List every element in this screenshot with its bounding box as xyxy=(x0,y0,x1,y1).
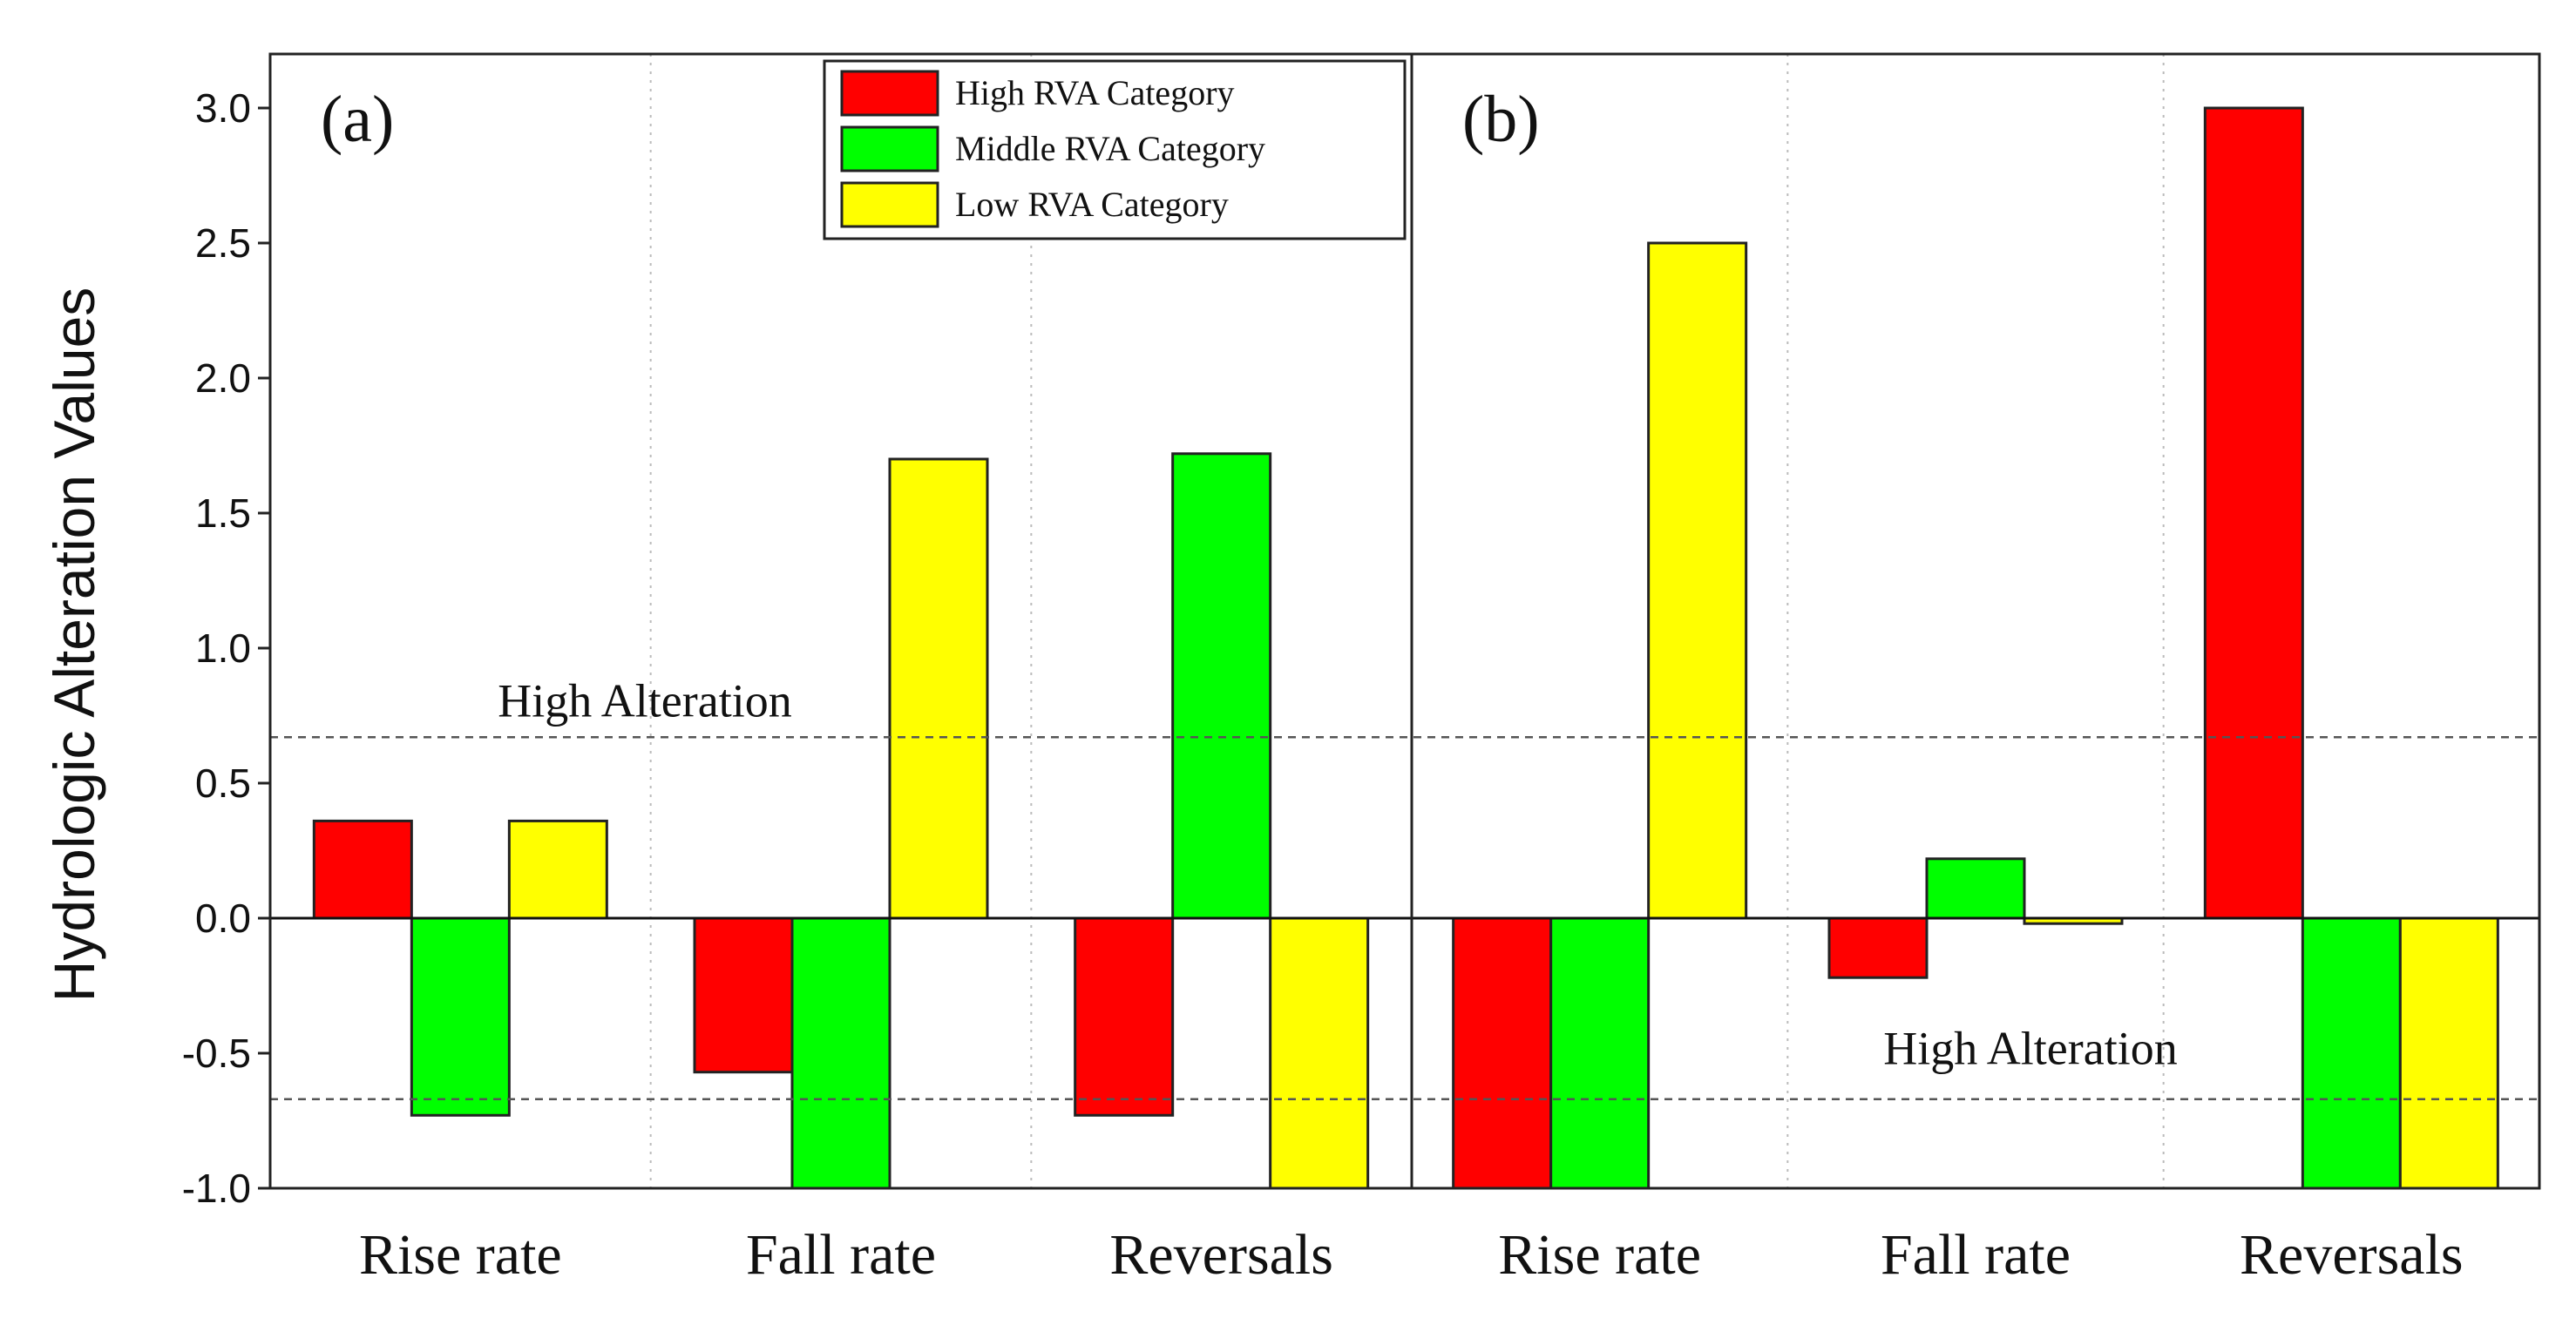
y-tick-label: 1.5 xyxy=(195,490,251,536)
bar-high-rva-category xyxy=(2205,108,2302,918)
legend: High RVA Category Middle RVA Category Low … xyxy=(824,61,1405,239)
bar-low-rva-category xyxy=(890,459,987,918)
category-label: Rise rate xyxy=(1498,1223,1701,1287)
bar-high-rva-category xyxy=(1075,918,1173,1115)
bar-high-rva-category xyxy=(314,821,411,918)
bar-low-rva-category xyxy=(1649,243,1746,918)
threshold-label: High Alteration xyxy=(498,674,791,727)
reference-lines xyxy=(270,737,2539,1099)
y-tick-label: 0.5 xyxy=(195,761,251,806)
category-labels: Rise rate Fall rate Reversals Rise rate Fall… xyxy=(359,1223,2464,1287)
category-label: Reversals xyxy=(2240,1223,2464,1287)
legend-label: Middle RVA Category xyxy=(955,129,1265,168)
category-label: Reversals xyxy=(1109,1223,1333,1287)
legend-label: Low RVA Category xyxy=(955,185,1229,224)
panel-label: (a) xyxy=(321,83,394,156)
bar-high-rva-category xyxy=(695,918,792,1072)
bar-high-rva-category xyxy=(1454,918,1551,1188)
bar-middle-rva-category xyxy=(1551,918,1649,1188)
category-label: Fall rate xyxy=(1881,1223,2071,1287)
category-label: Fall rate xyxy=(746,1223,936,1287)
panel-label: (b) xyxy=(1462,83,1540,156)
legend-label: High RVA Category xyxy=(955,73,1235,112)
y-tick-label: -1.0 xyxy=(182,1166,251,1211)
bar-low-rva-category xyxy=(2400,918,2498,1188)
y-tick-label: 1.0 xyxy=(195,625,251,671)
y-tick-label: 0.0 xyxy=(195,896,251,941)
bar-middle-rva-category xyxy=(1173,454,1271,918)
bar-low-rva-category xyxy=(509,821,607,918)
bar-low-rva-category xyxy=(1271,918,1368,1188)
legend-swatch xyxy=(842,183,938,226)
y-tick-label: 2.5 xyxy=(195,220,251,266)
category-label: Rise rate xyxy=(359,1223,562,1287)
bar-middle-rva-category xyxy=(792,918,890,1188)
bar-middle-rva-category xyxy=(411,918,509,1115)
y-axis-label: Hydrologic Alteration Values xyxy=(42,287,106,1003)
bar-middle-rva-category xyxy=(1927,859,2024,918)
y-tick-label: 2.0 xyxy=(195,355,251,401)
y-tick-label: -0.5 xyxy=(182,1031,251,1076)
y-ticks: -1.0 -0.5 0.0 0.5 1.0 1.5 2.0 2.5 3.0 xyxy=(182,85,270,1211)
threshold-label: High Alteration xyxy=(1883,1023,2177,1075)
legend-swatch xyxy=(842,71,938,115)
bar-high-rva-category xyxy=(1829,918,1927,977)
bar-middle-rva-category xyxy=(2302,918,2400,1188)
legend-swatch xyxy=(842,127,938,171)
y-tick-label: 3.0 xyxy=(195,85,251,131)
